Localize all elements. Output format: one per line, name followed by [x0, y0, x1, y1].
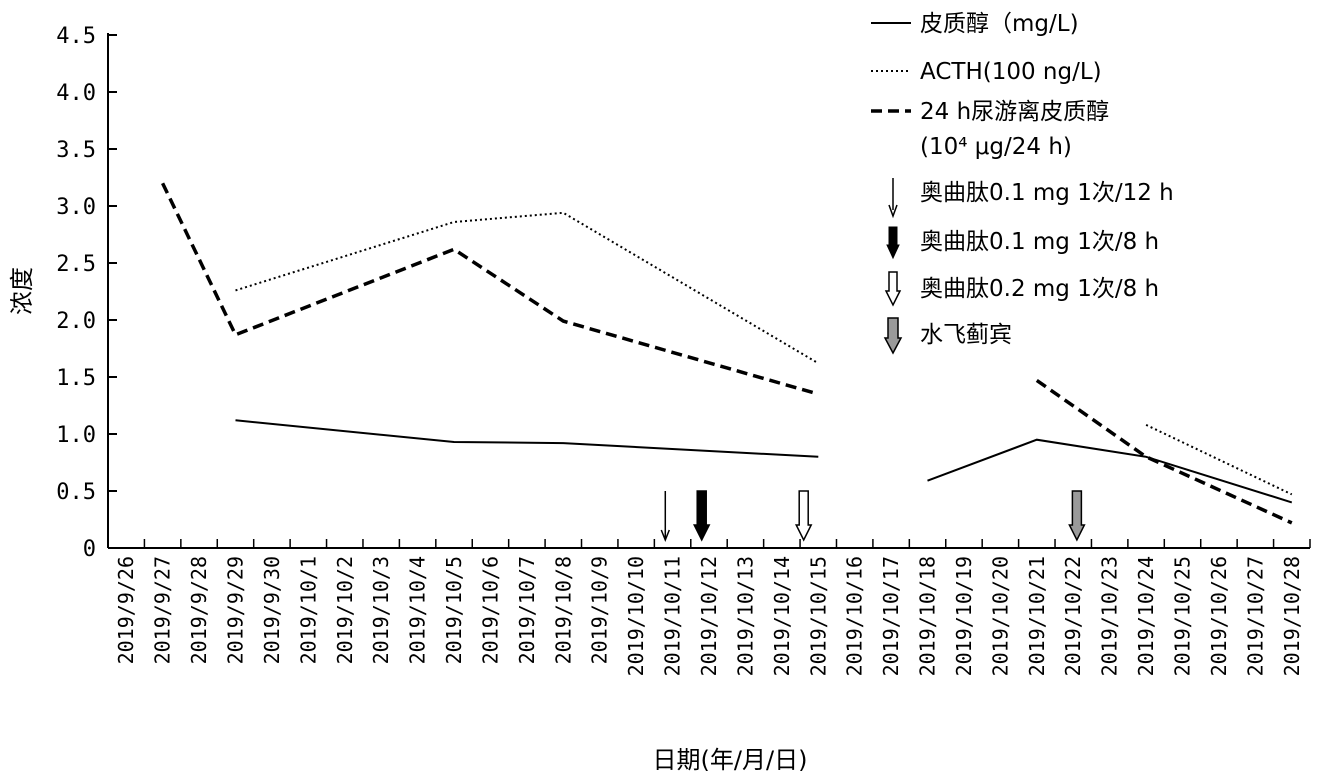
x-tick-label: 2019/10/9 — [588, 556, 612, 664]
x-tick-label: 2019/10/11 — [661, 556, 685, 676]
legend-swatch-black-arrow — [886, 226, 900, 260]
x-tick-label: 2019/9/29 — [223, 556, 247, 664]
marker-silibinin — [1068, 490, 1086, 542]
legend-label-cortisol: 皮质醇（mg/L) — [920, 11, 1079, 37]
x-tick-label: 2019/10/8 — [551, 556, 575, 664]
marker-octreotide-12h — [660, 491, 670, 543]
legend-swatch-thin-arrow — [888, 178, 898, 219]
series-0-segment-0 — [235, 419, 819, 458]
x-tick-label: 2019/10/26 — [1207, 556, 1231, 676]
x-tick-label: 2019/10/21 — [1025, 556, 1049, 676]
y-tick-label: 1.0 — [56, 423, 96, 448]
x-tick-label: 2019/10/4 — [406, 556, 430, 664]
x-tick-label: 2019/10/2 — [333, 556, 357, 664]
y-tick-label: 3.5 — [56, 138, 96, 163]
legend-label-octreotide-02-8h: 奥曲肽0.2 mg 1次/8 h — [920, 276, 1159, 302]
x-tick-label: 2019/10/1 — [296, 556, 320, 664]
x-ticks: 2019/9/26 2019/9/27 2019/9/28 2019/9/29 2019… — [107, 539, 1311, 676]
y-tick-label: 0.5 — [56, 480, 96, 505]
series-1-segment-0 — [235, 211, 819, 365]
x-tick-label: 2019/9/27 — [151, 556, 175, 664]
legend-label-octreotide-12h: 奥曲肽0.1 mg 1次/12 h — [920, 180, 1174, 206]
marker-octreotide-01-8h — [693, 490, 711, 542]
series-0-segment-1 — [927, 438, 1293, 504]
marker-octreotide-02-8h — [794, 490, 813, 542]
legend-label-octreotide-01-8h: 奥曲肽0.1 mg 1次/8 h — [920, 229, 1159, 255]
legend-label-ufc-unit: (10⁴ μg/24 h) — [920, 134, 1072, 160]
y-tick-label: 0 — [83, 537, 96, 562]
legend-label-silibinin: 水飞蓟宾 — [920, 322, 1012, 348]
series-2-segment-0 — [161, 182, 819, 396]
x-tick-label: 2019/10/7 — [515, 556, 539, 664]
x-tick-label: 2019/10/13 — [733, 556, 757, 676]
x-axis-title: 日期(年/月/日) — [653, 746, 808, 774]
y-ticks: 0 0.5 1.0 1.5 2.0 2.5 3.0 3.5 4.0 4.5 — [56, 24, 117, 562]
x-tick-label: 2019/10/15 — [806, 556, 830, 676]
x-tick-label: 2019/10/24 — [1134, 556, 1158, 676]
series-1-segment-1 — [1145, 423, 1293, 496]
x-tick-label: 2019/9/30 — [260, 556, 284, 664]
y-tick-label: 4.5 — [56, 24, 96, 49]
y-tick-label: 4.0 — [56, 81, 96, 106]
x-tick-label: 2019/10/18 — [916, 556, 940, 676]
x-tick-label: 2019/10/25 — [1171, 556, 1195, 676]
x-tick-label: 2019/10/28 — [1280, 556, 1304, 676]
series-layer — [161, 182, 1293, 525]
x-tick-label: 2019/10/20 — [988, 556, 1012, 676]
x-tick-label: 2019/10/3 — [369, 556, 393, 664]
x-tick-label: 2019/10/6 — [478, 556, 502, 664]
legend-label-acth: ACTH(100 ng/L) — [920, 59, 1102, 85]
x-tick-label: 2019/10/16 — [843, 556, 867, 676]
legend-swatch-white-arrow — [884, 271, 902, 307]
y-tick-label: 2.0 — [56, 309, 96, 334]
y-tick-label: 3.0 — [56, 195, 96, 220]
x-tick-label: 2019/10/27 — [1243, 556, 1267, 676]
marker-layer — [660, 490, 1086, 543]
axes — [107, 33, 1310, 549]
x-tick-label: 2019/10/5 — [442, 556, 466, 664]
x-tick-label: 2019/9/26 — [114, 556, 138, 664]
legend: 皮质醇（mg/L) ACTH(100 ng/L) 24 h尿游离皮质醇 (10⁴… — [871, 11, 1174, 355]
x-tick-label: 2019/10/19 — [952, 556, 976, 676]
legend-swatch-gray-arrow — [883, 317, 903, 355]
x-tick-label: 2019/10/17 — [879, 556, 903, 676]
y-tick-label: 2.5 — [56, 252, 96, 277]
x-tick-label: 2019/10/22 — [1061, 556, 1085, 676]
x-tick-label: 2019/10/23 — [1098, 556, 1122, 676]
x-tick-label: 2019/10/10 — [624, 556, 648, 676]
x-tick-label: 2019/10/12 — [697, 556, 721, 676]
y-tick-label: 1.5 — [56, 366, 96, 391]
x-tick-label: 2019/10/14 — [770, 556, 794, 676]
legend-label-ufc: 24 h尿游离皮质醇 — [920, 99, 1109, 125]
series-2-segment-1 — [1035, 378, 1293, 525]
y-axis-title: 浓度 — [8, 267, 36, 315]
x-tick-label: 2019/9/28 — [187, 556, 211, 664]
